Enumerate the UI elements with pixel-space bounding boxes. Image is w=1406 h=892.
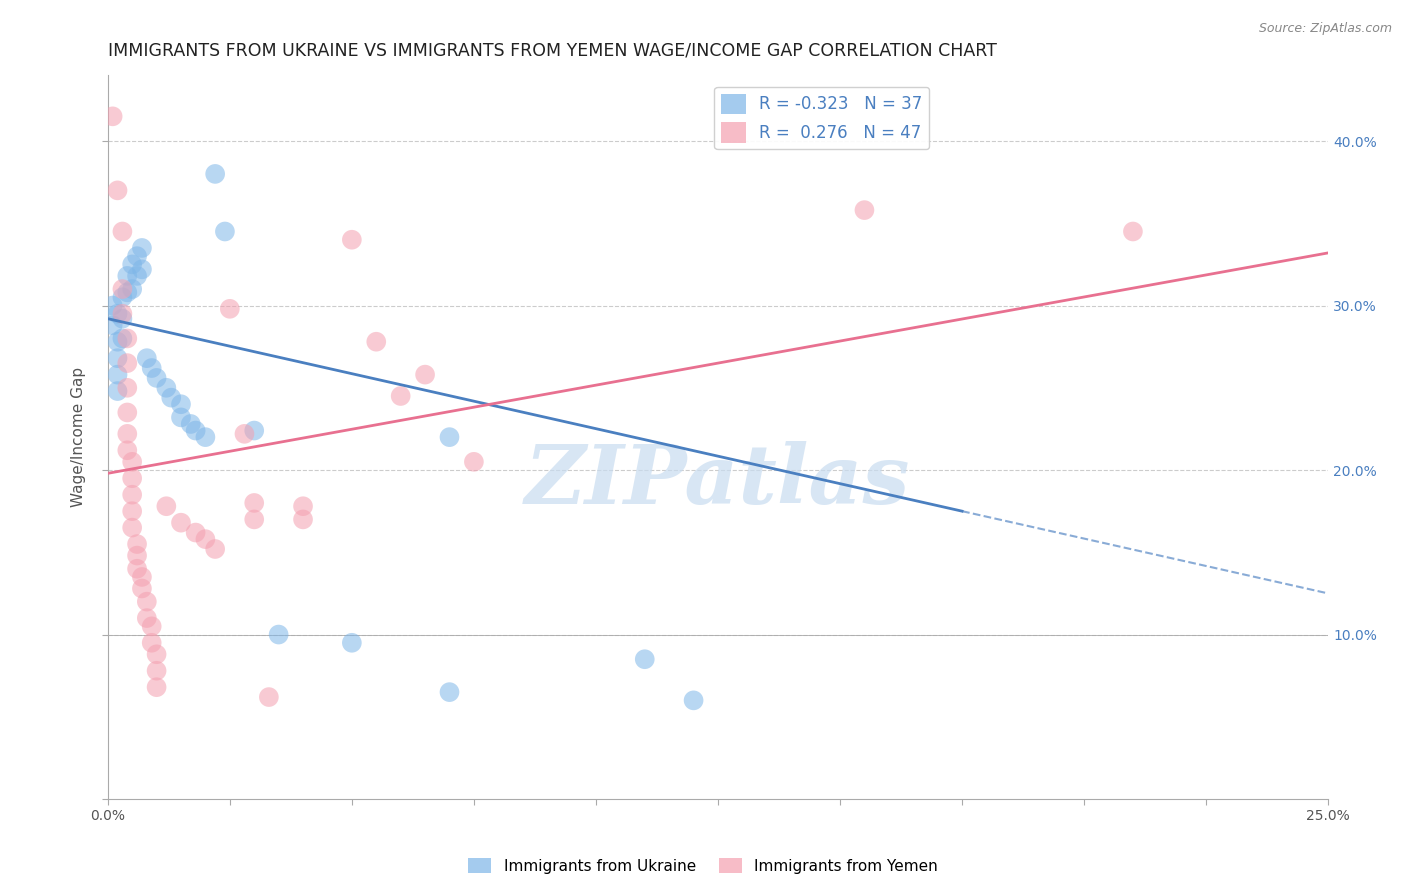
Point (184, 424, 207, 438)
Point (101, 299, 124, 313)
Point (111, 331, 134, 345)
Point (117, 285, 139, 300)
Point (366, 334, 388, 349)
Point (107, 351, 129, 366)
Point (214, 225, 236, 239)
Legend: R = -0.323   N = 37, R =  0.276   N = 47: R = -0.323 N = 37, R = 0.276 N = 47 (714, 87, 929, 150)
Point (160, 391, 183, 405)
Point (135, 594, 157, 608)
Text: IMMIGRANTS FROM UKRAINE VS IMMIGRANTS FROM YEMEN WAGE/INCOME GAP CORRELATION CHA: IMMIGRANTS FROM UKRAINE VS IMMIGRANTS FR… (108, 42, 997, 60)
Point (135, 611, 157, 625)
Point (117, 443, 139, 458)
Point (145, 648, 167, 662)
Point (233, 426, 256, 441)
Point (107, 307, 129, 321)
Point (131, 570, 153, 584)
Point (155, 381, 177, 395)
Point (267, 627, 290, 641)
Point (292, 512, 315, 526)
Point (107, 183, 129, 197)
Point (243, 496, 266, 510)
Point (117, 331, 139, 345)
Point (204, 541, 226, 556)
Point (121, 471, 143, 485)
Point (170, 410, 193, 425)
Point (853, 203, 876, 218)
Point (141, 361, 163, 376)
Point (125, 268, 148, 283)
Point (107, 334, 129, 349)
Point (389, 389, 412, 403)
Point (111, 307, 134, 321)
Point (257, 690, 280, 704)
Point (121, 520, 143, 534)
Point (125, 549, 148, 563)
Point (111, 311, 134, 326)
Point (121, 282, 143, 296)
Point (170, 516, 193, 530)
Point (413, 368, 436, 382)
Point (1122, 225, 1144, 239)
Point (121, 257, 143, 271)
Point (194, 430, 217, 444)
Point (292, 500, 315, 514)
Text: ZIPatlas: ZIPatlas (526, 441, 911, 521)
Point (125, 249, 148, 263)
Point (117, 268, 139, 283)
Point (121, 455, 143, 469)
Text: Source: ZipAtlas.com: Source: ZipAtlas.com (1258, 22, 1392, 36)
Point (141, 619, 163, 633)
Point (682, 693, 704, 707)
Point (111, 225, 134, 239)
Point (180, 417, 202, 431)
Point (117, 405, 139, 419)
Point (218, 301, 240, 316)
Point (141, 636, 163, 650)
Point (204, 167, 226, 181)
Point (131, 582, 153, 596)
Point (184, 525, 207, 540)
Point (111, 282, 134, 296)
Point (121, 488, 143, 502)
Point (170, 397, 193, 411)
Point (131, 262, 153, 277)
Point (117, 356, 139, 370)
Y-axis label: Wage/Income Gap: Wage/Income Gap (72, 368, 86, 508)
Point (117, 381, 139, 395)
Point (155, 500, 177, 514)
Point (135, 351, 157, 366)
Point (145, 664, 167, 678)
Point (634, 652, 657, 666)
Point (463, 455, 485, 469)
Point (117, 426, 139, 441)
Legend: Immigrants from Ukraine, Immigrants from Yemen: Immigrants from Ukraine, Immigrants from… (463, 852, 943, 880)
Point (439, 430, 461, 444)
Point (131, 241, 153, 255)
Point (145, 371, 167, 385)
Point (107, 368, 129, 382)
Point (340, 233, 363, 247)
Point (439, 685, 461, 699)
Point (125, 562, 148, 576)
Point (145, 680, 167, 694)
Point (111, 290, 134, 304)
Point (121, 504, 143, 518)
Point (243, 424, 266, 438)
Point (101, 318, 124, 333)
Point (243, 512, 266, 526)
Point (340, 636, 363, 650)
Point (101, 109, 124, 123)
Point (125, 537, 148, 551)
Point (194, 532, 217, 546)
Point (107, 384, 129, 398)
